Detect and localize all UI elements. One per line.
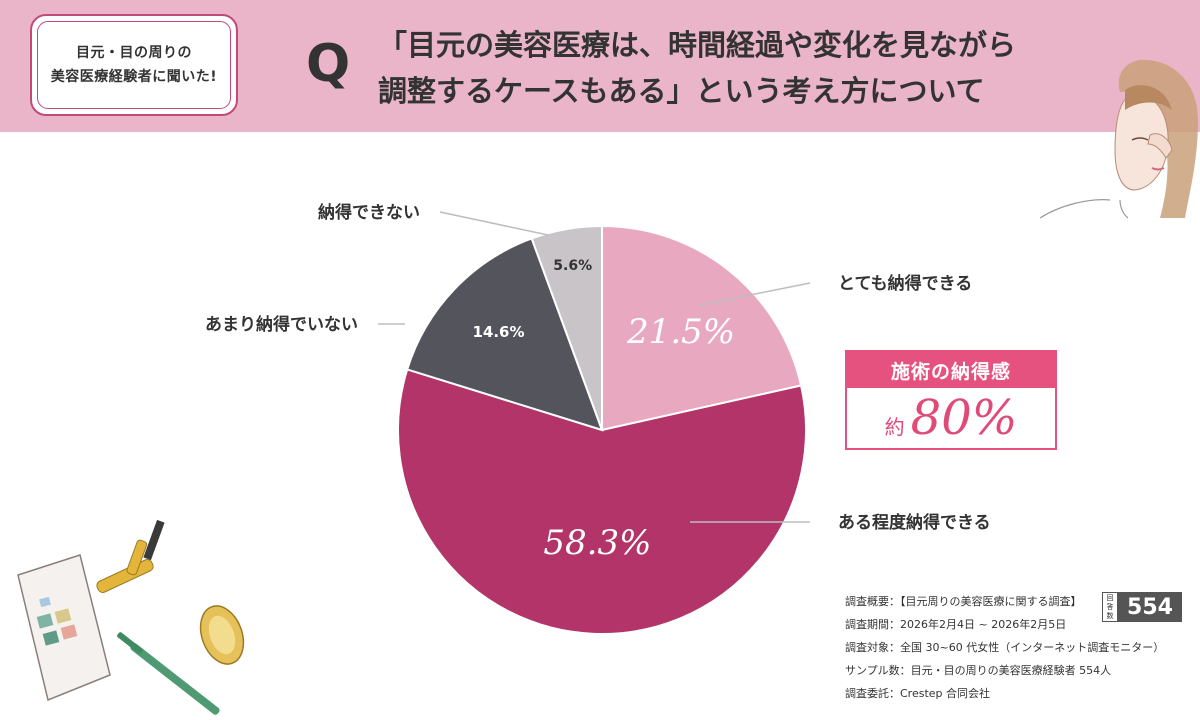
survey-info: 調査概要：【目元周りの美容医療に関する調査】 調査期間：2026年2月4日 ~ … — [845, 590, 1164, 705]
category-label: あまり納得でいない — [205, 314, 358, 335]
callout-value: 80% — [910, 390, 1018, 446]
slice-value-label: 5.6% — [553, 258, 592, 274]
mascara-icon — [96, 519, 165, 593]
survey-badge: 目元・目の周りの 美容医療経験者に聞いた! — [30, 14, 238, 116]
respondent-count-value: 554 — [1118, 592, 1182, 622]
question-line-2: 調整するケースもある」という考え方について — [378, 74, 985, 108]
survey-row-period: 調査期間：2026年2月4日 ~ 2026年2月5日 — [845, 618, 1067, 631]
survey-row-contractor: 調査委託：Crestep 合同会社 — [845, 687, 991, 700]
slice-value-label: 58.3% — [543, 523, 651, 563]
survey-row-sample: サンプル数：目元・目の周りの美容医療経験者 554人 — [845, 664, 1112, 677]
slice-value-label: 21.5% — [626, 312, 735, 352]
makeup-illustration — [17, 519, 245, 715]
slice-value-label: 14.6% — [472, 323, 524, 341]
respondent-count-label: 回 答 数 — [1102, 592, 1118, 622]
slice-very-satisfied — [601, 224, 803, 432]
leader-line — [439, 211, 549, 236]
question-line-1: 「目元の美容医療は、時間経過や変化を見ながら — [378, 28, 1017, 62]
category-label: ある程度納得できる — [838, 512, 991, 533]
category-label: 納得できない — [318, 202, 420, 223]
callout-title: 施術の納得感 — [847, 352, 1055, 388]
callout-prefix: 約 — [884, 415, 905, 439]
callout-body: 約 80% — [847, 388, 1055, 446]
survey-row-target: 調査対象：全国 30~60 代女性（インターネット調査モニター） — [845, 641, 1165, 654]
count-label-char: 答 — [1106, 602, 1114, 611]
slice-somewhat-satisfied — [397, 368, 807, 635]
slice-not-very-satisfied — [405, 237, 604, 432]
survey-row-overview: 調査概要：【目元周りの美容医療に関する調査】 — [845, 595, 1082, 608]
count-label-char: 数 — [1106, 611, 1114, 620]
question-text: 「目元の美容医療は、時間経過や変化を見ながら 調整するケースもある」という考え方… — [378, 22, 1016, 114]
eyeliner-pen-icon — [117, 632, 220, 715]
survey-badge-inner: 目元・目の周りの 美容医療経験者に聞いた! — [37, 21, 231, 109]
header-banner: 目元・目の周りの 美容医療経験者に聞いた! Q 「目元の美容医療は、時間経過や変… — [0, 0, 1200, 219]
respondent-count: 回 答 数 554 — [1102, 592, 1182, 622]
makeup-palette-icon — [17, 554, 111, 702]
question-mark-label: Q — [306, 34, 351, 94]
woman-illustration — [1039, 59, 1198, 219]
badge-line-1: 目元・目の周りの — [76, 45, 192, 61]
count-label-char: 回 — [1106, 593, 1114, 602]
badge-line-2: 美容医療経験者に聞いた! — [50, 69, 218, 85]
satisfaction-callout: 施術の納得感 約 80% — [845, 350, 1057, 450]
slice-not-satisfied — [530, 224, 603, 431]
leader-line — [699, 282, 811, 306]
compact-mirror-icon — [199, 605, 245, 665]
category-label: とても納得できる — [838, 273, 972, 294]
